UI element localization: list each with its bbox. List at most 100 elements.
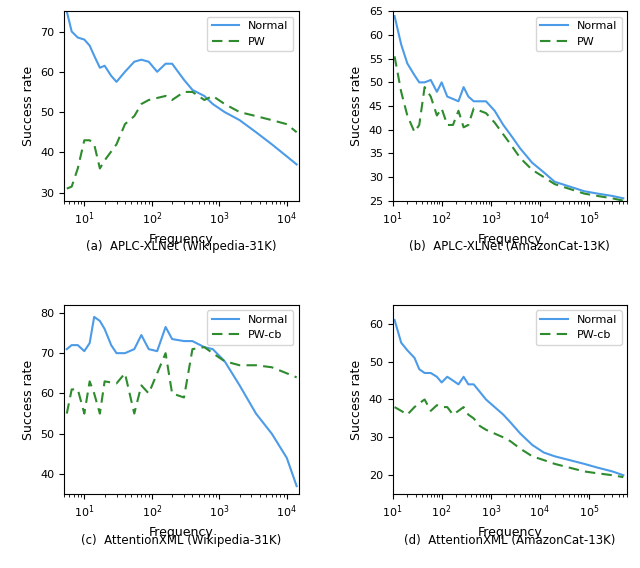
PW bbox=[189, 89, 196, 95]
PW-cb bbox=[138, 382, 145, 389]
Legend: Normal, PW-cb: Normal, PW-cb bbox=[207, 310, 293, 345]
PW bbox=[145, 97, 152, 103]
PW-cb bbox=[180, 394, 188, 401]
PW bbox=[81, 137, 88, 144]
Line: PW: PW bbox=[67, 92, 297, 189]
Normal bbox=[438, 79, 445, 86]
Normal bbox=[470, 98, 477, 105]
PW-cb bbox=[427, 407, 435, 414]
Normal bbox=[609, 193, 616, 199]
PW bbox=[268, 116, 276, 123]
Normal bbox=[454, 98, 462, 105]
Normal bbox=[138, 56, 145, 63]
PW bbox=[516, 154, 524, 161]
PW-cb bbox=[551, 461, 559, 467]
Normal bbox=[465, 381, 472, 388]
PW bbox=[236, 108, 243, 115]
Normal bbox=[200, 344, 208, 350]
PW-cb bbox=[529, 453, 536, 460]
Normal bbox=[460, 373, 467, 380]
PW bbox=[580, 190, 588, 197]
PW-cb bbox=[131, 410, 138, 417]
PW bbox=[138, 101, 145, 107]
Normal bbox=[145, 59, 152, 65]
PW bbox=[154, 94, 161, 101]
PW-cb bbox=[482, 427, 490, 433]
Normal bbox=[609, 468, 616, 475]
PW-cb bbox=[168, 390, 176, 397]
Normal bbox=[499, 411, 507, 418]
PW-cb bbox=[411, 404, 419, 411]
PW bbox=[293, 129, 301, 136]
Normal bbox=[403, 60, 411, 67]
Text: (a)  APLC-XLNet (Wikipedia-31K): (a) APLC-XLNet (Wikipedia-31K) bbox=[86, 240, 276, 253]
Normal bbox=[121, 68, 129, 75]
Normal bbox=[236, 382, 243, 389]
Normal bbox=[427, 77, 435, 83]
Line: Normal: Normal bbox=[67, 317, 297, 486]
PW-cb bbox=[283, 370, 291, 377]
PW-cb bbox=[74, 386, 82, 393]
Normal bbox=[68, 28, 76, 35]
Normal bbox=[63, 8, 70, 15]
Normal bbox=[529, 160, 536, 166]
PW bbox=[420, 83, 428, 90]
PW-cb bbox=[189, 346, 196, 353]
Normal bbox=[433, 373, 441, 380]
Legend: Normal, PW-cb: Normal, PW-cb bbox=[536, 310, 621, 345]
Normal bbox=[209, 101, 216, 107]
Normal bbox=[180, 77, 188, 83]
PW-cb bbox=[499, 434, 507, 441]
Normal bbox=[566, 457, 573, 463]
PW-cb bbox=[154, 370, 161, 377]
PW bbox=[113, 141, 120, 148]
Normal bbox=[268, 431, 276, 437]
Normal bbox=[411, 72, 419, 79]
Normal bbox=[113, 350, 120, 357]
Normal bbox=[236, 116, 243, 123]
PW bbox=[454, 107, 462, 114]
Normal bbox=[74, 34, 82, 41]
PW bbox=[63, 185, 70, 192]
PW-cb bbox=[415, 400, 423, 407]
Normal bbox=[427, 370, 435, 377]
PW-cb bbox=[420, 396, 428, 403]
Normal bbox=[620, 472, 627, 479]
PW bbox=[209, 93, 216, 99]
PW-cb bbox=[580, 468, 588, 475]
PW bbox=[529, 166, 536, 173]
Normal bbox=[397, 339, 405, 346]
PW bbox=[180, 89, 188, 95]
PW bbox=[415, 122, 423, 128]
Normal bbox=[516, 430, 524, 437]
Normal bbox=[449, 95, 457, 102]
Normal bbox=[81, 36, 88, 43]
Line: PW-cb: PW-cb bbox=[67, 347, 297, 414]
PW-cb bbox=[594, 470, 602, 477]
Normal bbox=[221, 108, 228, 115]
Normal bbox=[540, 449, 548, 456]
PW bbox=[427, 93, 435, 100]
PW-cb bbox=[465, 411, 472, 418]
PW bbox=[68, 183, 76, 190]
Legend: Normal, PW: Normal, PW bbox=[207, 17, 293, 51]
Normal bbox=[96, 64, 104, 71]
PW-cb bbox=[491, 430, 499, 437]
Normal bbox=[397, 41, 405, 48]
PW-cb bbox=[268, 364, 276, 371]
PW-cb bbox=[90, 390, 98, 397]
Normal bbox=[68, 342, 76, 349]
PW-cb bbox=[460, 404, 467, 411]
PW bbox=[449, 122, 457, 128]
Normal bbox=[420, 370, 428, 377]
Normal bbox=[81, 348, 88, 354]
Normal bbox=[551, 453, 559, 460]
PW bbox=[121, 121, 129, 128]
Normal bbox=[403, 347, 411, 354]
Normal bbox=[476, 98, 484, 105]
Line: Normal: Normal bbox=[67, 11, 297, 165]
Normal bbox=[113, 78, 120, 85]
Normal bbox=[96, 318, 104, 324]
Normal bbox=[74, 342, 82, 349]
Line: PW-cb: PW-cb bbox=[395, 399, 623, 477]
